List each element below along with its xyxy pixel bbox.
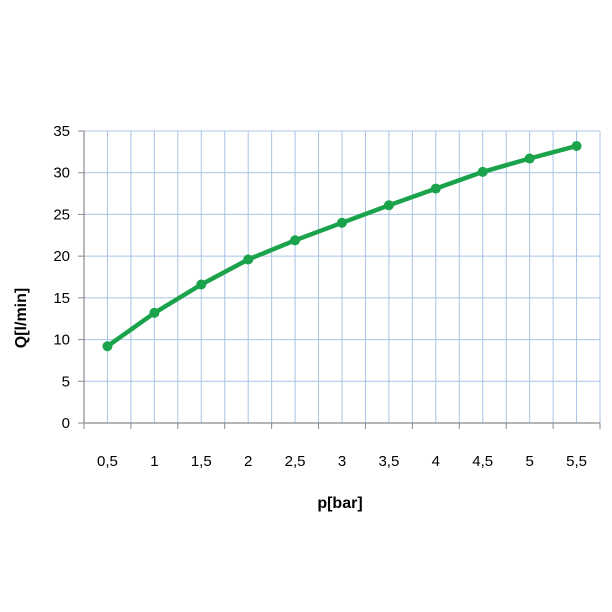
data-point xyxy=(290,235,301,246)
x-tick-label: 1,5 xyxy=(191,453,212,470)
data-point xyxy=(196,279,207,290)
y-tick-label: 20 xyxy=(53,248,70,265)
x-tick-label: 2,5 xyxy=(285,453,306,470)
y-axis-title: Q[l/min] xyxy=(13,288,30,348)
x-tick-label: 4 xyxy=(432,453,440,470)
data-point xyxy=(430,183,441,194)
x-tick-label: 5,5 xyxy=(566,453,587,470)
data-point xyxy=(477,166,488,177)
x-tick-label: 2 xyxy=(244,453,252,470)
x-tick-label: 5 xyxy=(525,453,533,470)
grid-lines xyxy=(83,130,601,424)
y-tick-label: 0 xyxy=(62,415,70,432)
data-point xyxy=(571,141,582,152)
x-tick-labels: 0,5 1 1,5 2 2,5 3 3,5 4 4,5 5 5,5 xyxy=(97,453,587,470)
x-tick-label: 0,5 xyxy=(97,453,118,470)
y-tick-label: 15 xyxy=(53,290,70,307)
y-tick-label: 30 xyxy=(53,165,70,182)
data-point xyxy=(102,341,113,352)
data-point xyxy=(383,200,394,211)
series xyxy=(102,141,582,352)
data-point xyxy=(243,254,254,265)
data-point xyxy=(524,153,535,164)
x-tick-label: 4,5 xyxy=(472,453,493,470)
data-point xyxy=(337,217,347,228)
y-tick-label: 5 xyxy=(62,373,70,390)
x-tick-label: 3 xyxy=(338,453,346,470)
y-tick-label: 35 xyxy=(53,123,70,140)
y-tick-label: 10 xyxy=(53,332,70,349)
data-point xyxy=(149,307,160,318)
y-tick-labels: 0 5 10 15 20 25 30 35 xyxy=(53,123,70,432)
y-tick-label: 25 xyxy=(53,206,70,223)
x-tick-label: 3,5 xyxy=(378,453,399,470)
x-axis-title: p[bar] xyxy=(317,495,362,512)
x-tick-label: 1 xyxy=(150,453,158,470)
axes xyxy=(78,130,601,429)
